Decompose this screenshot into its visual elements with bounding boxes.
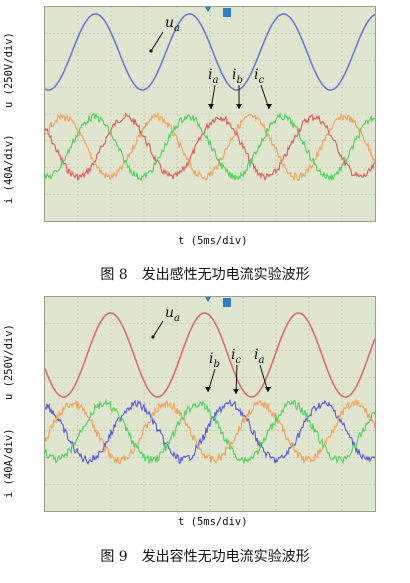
current-axis-label-fig8: i (40A/div) xyxy=(3,134,15,204)
voltage-axis-label-fig9: u (250V/div) xyxy=(3,324,15,400)
current-arrow-head xyxy=(208,104,214,109)
current-waveform-ib xyxy=(44,112,376,182)
voltage-label-ua: ua xyxy=(165,15,180,34)
figure-8: ua ia ib ic u (250V/div) i (40A/div) t (5ms… xyxy=(0,0,410,290)
current-arrow-head xyxy=(233,389,239,394)
figure-title-fig9: 发出容性无功电流实验波形 xyxy=(141,549,310,565)
figure-caption-fig9: 图 9 发出容性无功电流实验波形 xyxy=(0,546,410,566)
voltage-arrow-head xyxy=(149,49,153,53)
current-waveform-ia xyxy=(44,398,376,465)
oscilloscope-screen-fig8: ua ia ib ic xyxy=(44,6,376,222)
voltage-waveform-ua xyxy=(44,312,376,398)
current-waveform-ia xyxy=(44,112,376,182)
waveform-plot-fig8: ua ia ib ic xyxy=(44,7,376,221)
current-arrow-head xyxy=(205,387,211,392)
current-arrow-head xyxy=(266,104,272,109)
trigger-marker-icon xyxy=(205,297,211,302)
current-axis-label-fig9: i (40A/div) xyxy=(3,428,15,498)
figure-caption-fig8: 图 8 发出感性无功电流实验波形 xyxy=(0,264,410,284)
trigger-marker-icon xyxy=(205,7,211,12)
oscilloscope-screen-fig9: ua ib ic ia xyxy=(44,296,376,512)
voltage-label-arrow xyxy=(150,31,164,52)
current-arrow-head xyxy=(265,387,271,392)
current-waveform-ib xyxy=(44,399,376,465)
figure-number-fig9: 图 9 xyxy=(100,549,128,565)
voltage-label-arrow xyxy=(152,320,164,338)
voltage-label-ua: ua xyxy=(165,305,180,324)
current-waveform-ic xyxy=(44,398,376,465)
figure-9: ua ib ic ia u (250V/div) i (40A/div) t (5ms… xyxy=(0,292,410,583)
trigger-t-marker-icon xyxy=(223,8,231,17)
current-label-ib: ib xyxy=(232,67,243,86)
voltage-waveform-ua xyxy=(44,13,376,91)
current-label-ia: ia xyxy=(254,347,264,366)
voltage-axis-label-fig8: u (250V/div) xyxy=(3,32,15,108)
current-label-ic: ic xyxy=(231,347,241,366)
figure-title-fig8: 发出感性无功电流实验波形 xyxy=(141,267,310,283)
voltage-arrow-head xyxy=(151,335,155,339)
current-label-ia: ia xyxy=(208,67,218,86)
figure-number-fig8: 图 8 xyxy=(100,267,128,283)
time-axis-label-fig9: t (5ms/div) xyxy=(178,516,248,528)
grid xyxy=(45,297,375,511)
current-label-ic: ic xyxy=(254,67,264,86)
current-arrow-head xyxy=(236,104,242,109)
trigger-t-marker-icon xyxy=(223,298,231,307)
current-label-ib: ib xyxy=(209,351,220,370)
current-waveform-ic xyxy=(44,111,376,182)
time-axis-label-fig8: t (5ms/div) xyxy=(178,235,248,247)
